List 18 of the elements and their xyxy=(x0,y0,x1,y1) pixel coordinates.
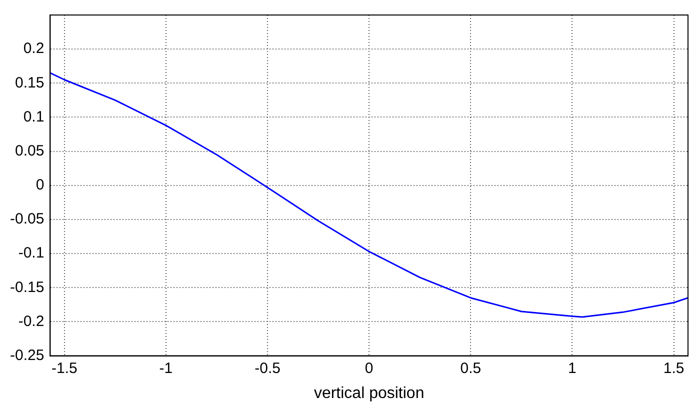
x-axis-title: vertical position xyxy=(314,384,424,402)
y-tick-label: -0.15 xyxy=(10,278,44,296)
x-tick-label: -1.5 xyxy=(51,360,78,377)
y-tick-label: 0.1 xyxy=(23,108,44,126)
x-tick-label: 0.5 xyxy=(460,360,482,377)
x-tick-label: -1 xyxy=(159,360,173,377)
y-tick-label: 0.05 xyxy=(14,142,44,160)
y-tick-label: 0.15 xyxy=(14,74,44,92)
y-tick-label: 0.2 xyxy=(23,40,44,58)
y-tick-label: -0.05 xyxy=(10,210,44,228)
y-tick-label: -0.1 xyxy=(18,244,44,262)
x-tick-label: 0 xyxy=(364,360,374,377)
y-tick-label: -0.2 xyxy=(18,312,44,330)
x-tick-label: 1.5 xyxy=(663,360,684,377)
y-tick-label: 0 xyxy=(36,176,44,194)
x-tick-label: -0.5 xyxy=(254,360,280,377)
y-tick-label: -0.25 xyxy=(10,346,44,364)
x-tick-label: 1 xyxy=(568,360,576,377)
